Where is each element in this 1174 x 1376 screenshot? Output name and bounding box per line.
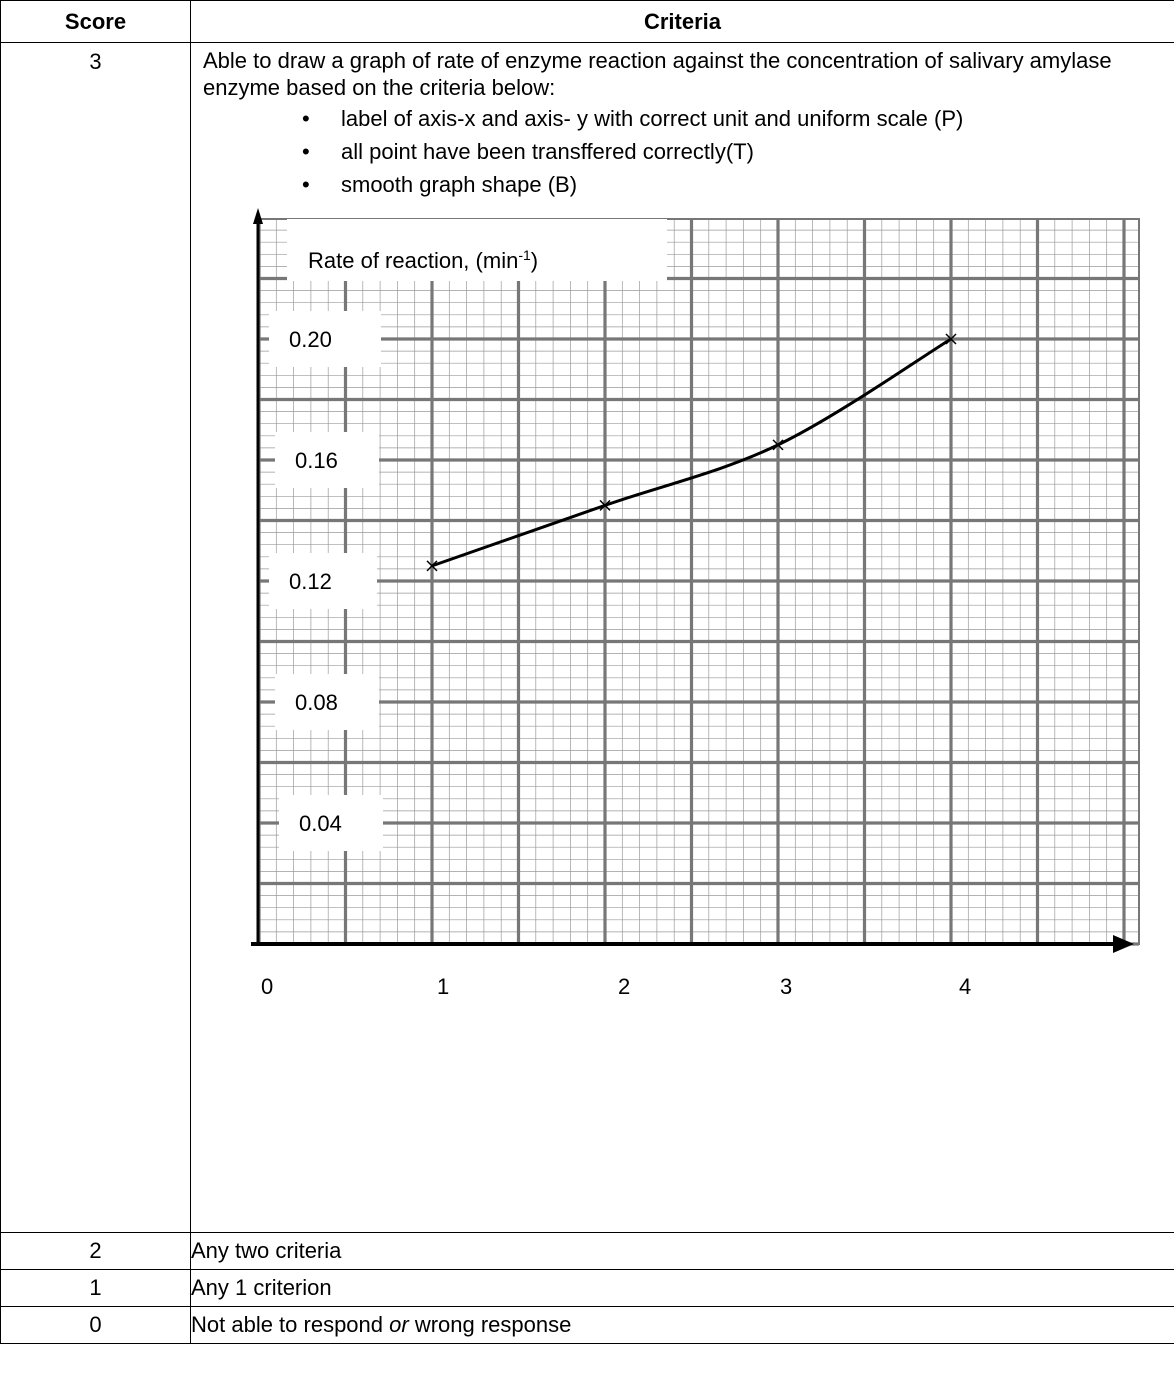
data-point (426, 560, 438, 572)
x-tick-label: 2 (618, 974, 630, 999)
criteria-text-italic: or (389, 1312, 409, 1337)
rate-curve (431, 337, 952, 568)
graph-area: Rate of reaction, (min-1) 0.20 0.16 0.12 0.0… (191, 204, 1172, 1072)
criteria-bullet: label of axis-x and axis- y with correct… (302, 105, 1174, 132)
graph-paper-grid (257, 218, 1140, 946)
table-row: 1 Any 1 criterion (0, 1269, 1174, 1307)
criteria-cell: Any 1 criterion (190, 1269, 1174, 1307)
score-cell: 1 (0, 1269, 191, 1307)
score-cell: 3 (0, 42, 191, 1233)
y-tick-label-box (269, 311, 381, 367)
y-tick-label-box (279, 795, 383, 851)
y-axis-label-box (287, 219, 667, 281)
table-header-row: Score Criteria (0, 0, 1174, 43)
x-tick-label: 3 (780, 974, 792, 999)
y-tick-label-box (275, 432, 379, 488)
score-header: Score (0, 0, 191, 43)
y-tick-label-box (275, 674, 379, 730)
data-point (599, 499, 611, 511)
data-point-cross (945, 333, 957, 345)
x-tick-label: 1 (437, 974, 449, 999)
score-cell: 0 (0, 1306, 191, 1344)
criteria-bullet: smooth graph shape (B) (302, 171, 1174, 198)
data-point (772, 439, 784, 451)
criteria-bullet: all point have been transffered correctl… (302, 138, 1174, 165)
criteria-text: Not able to respond (191, 1312, 390, 1337)
criteria-cell: Able to draw a graph of rate of enzyme r… (190, 42, 1174, 1233)
y-tick-label: 0.08 (295, 690, 338, 715)
criteria-intro: Able to draw a graph of rate of enzyme r… (203, 48, 1112, 100)
rate-graph: Rate of reaction, (min-1) 0.20 0.16 0.12 0.0… (251, 208, 1140, 1072)
x-tick-label: 4 (959, 974, 971, 999)
rubric-table: Score Criteria 3 Able to draw a graph of… (0, 0, 1174, 1344)
y-tick-label-box (269, 553, 377, 609)
graph-series (426, 333, 957, 572)
y-tick-label: 0.20 (289, 327, 332, 352)
y-tick-label: 0.12 (289, 569, 332, 594)
data-point (945, 333, 957, 345)
x-tick-label: 0 (261, 974, 273, 999)
x-axis-arrowhead (1113, 935, 1134, 953)
criteria-cell: Not able to respond or wrong response (190, 1306, 1174, 1344)
y-axis-label: Rate of reaction, (min-1) (308, 247, 538, 273)
criteria-text: wrong response (408, 1312, 572, 1337)
data-point-cross (772, 439, 784, 451)
table-row: 2 Any two criteria (0, 1232, 1174, 1270)
criteria-list: label of axis-x and axis- y with correct… (191, 105, 1174, 198)
y-tick-label: 0.16 (295, 448, 338, 473)
criteria-header: Criteria (190, 0, 1174, 43)
y-axis-arrowhead (253, 208, 263, 224)
data-point-cross (599, 499, 611, 511)
table-row: 3 Able to draw a graph of rate of enzyme… (0, 42, 1174, 1233)
score-value: 3 (89, 49, 102, 74)
score-cell: 2 (0, 1232, 191, 1270)
graph-labels: Rate of reaction, (min-1) 0.20 0.16 0.12 0.0… (269, 219, 667, 851)
criteria-cell: Any two criteria (190, 1232, 1174, 1270)
data-point-cross (426, 560, 438, 572)
y-tick-label: 0.04 (299, 811, 342, 836)
table-row: 0 Not able to respond or wrong response (0, 1306, 1174, 1344)
